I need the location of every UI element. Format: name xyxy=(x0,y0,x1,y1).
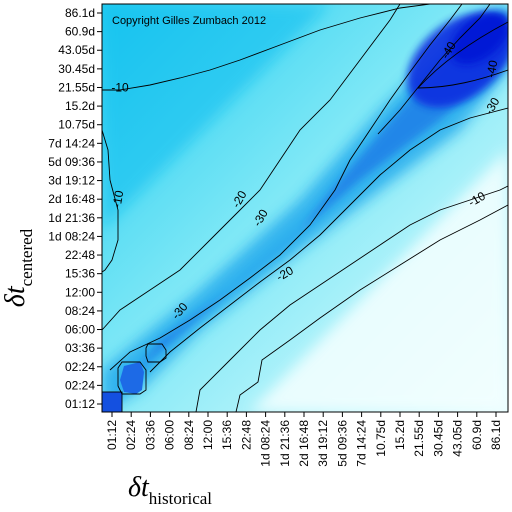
x-tick-label: 30.45d xyxy=(431,420,445,457)
y-tick-label: 43.05d xyxy=(58,43,95,57)
y-tick-label: 2d 16:48 xyxy=(48,192,95,206)
contour-line-10-upper xyxy=(102,4,431,91)
y-tick-label: 22:48 xyxy=(65,248,95,262)
y-tick-label: 03:36 xyxy=(65,341,95,355)
contour-label: -40 xyxy=(484,59,501,79)
y-axis-title-symbol: δt xyxy=(0,285,31,307)
x-tick-label: 3d 19:12 xyxy=(316,420,330,467)
heatmap-cell-dark-1 xyxy=(102,392,122,412)
plot-frame xyxy=(101,3,509,413)
contour-label-layer: -10-10 -20-30-20-30-40-40-30-10 xyxy=(110,39,503,322)
contour-line-10-left xyxy=(102,129,119,273)
contour-label-text: -10 xyxy=(110,189,127,209)
y-tick-label: 12:00 xyxy=(65,285,95,299)
x-tick-label: 7d 14:24 xyxy=(355,420,369,467)
x-tick-label: 43.05d xyxy=(451,420,465,457)
x-tick-label: 10.75d xyxy=(374,420,388,457)
x-axis-title-symbol: δt xyxy=(128,472,150,503)
copyright-text: Copyright Gilles Zumbach 2012 xyxy=(112,15,266,27)
origin-cell-3 xyxy=(145,343,167,363)
x-tick-label: 03:36 xyxy=(143,420,157,450)
y-tick-label: 06:00 xyxy=(65,323,95,337)
y-tick-label: 15.2d xyxy=(65,99,95,113)
contour-line-40-closed xyxy=(416,21,508,89)
y-tick-label: 10.75d xyxy=(58,118,95,132)
heatmap-upper-band xyxy=(102,4,330,230)
y-tick-label: 86.1d xyxy=(65,6,95,20)
y-tick-label: 60.9d xyxy=(65,25,95,39)
origin-cell-1 xyxy=(102,391,123,412)
contour-line-40 xyxy=(377,4,491,135)
heatmap-light-region xyxy=(250,150,508,412)
y-tick-label: 02:24 xyxy=(65,378,95,392)
y-tick-label: 21.55d xyxy=(58,80,95,94)
y-tick-label: 5d 09:36 xyxy=(48,155,95,169)
x-tick-label: 21.55d xyxy=(412,420,426,457)
heatmap-ridge-inner xyxy=(110,10,508,405)
contour-label-text: -40 xyxy=(484,59,501,79)
origin-cell-outlines xyxy=(102,343,167,412)
x-tick-label: 2d 16:48 xyxy=(297,420,311,467)
plot-area xyxy=(102,4,508,412)
y-tick-label: 3d 19:12 xyxy=(48,174,95,188)
contour-label: -10 xyxy=(110,189,127,209)
y-axis-title-subscript: centered xyxy=(17,228,36,286)
heatmap-cell-dark-2 xyxy=(120,362,144,394)
x-tick-label: 15.2d xyxy=(393,420,407,450)
y-tick-label: 30.45d xyxy=(58,62,95,76)
x-tick-label: 60.9d xyxy=(470,420,484,450)
y-tick-label: 1d 21:36 xyxy=(48,211,95,225)
x-axis: 01:12 02:24 03:36 06:00 08:24 12:00 15:36 22:48… xyxy=(105,412,503,467)
contour-line-20-upper xyxy=(102,4,401,331)
x-tick-label: 1d 21:36 xyxy=(278,420,292,467)
x-tick-label: 86.1d xyxy=(489,420,503,450)
x-axis-title-subscript: historical xyxy=(149,489,213,508)
x-tick-label: 08:24 xyxy=(182,420,196,450)
origin-cell-2 xyxy=(117,361,147,395)
y-axis-title: δtcentered xyxy=(0,228,36,307)
x-tick-label: 01:12 xyxy=(105,420,119,450)
y-tick-label: 01:12 xyxy=(65,397,95,411)
y-tick-label: 15:36 xyxy=(65,267,95,281)
y-tick-label: 1d 08:24 xyxy=(48,229,95,243)
contour-line-lower-right xyxy=(235,204,508,412)
contour-label: -10 xyxy=(111,80,129,94)
contour-line-30-inner xyxy=(149,107,508,373)
y-axis: 01:12 02:24 02:24 03:36 06:00 08:24 12:00 15:36… xyxy=(48,6,102,411)
x-tick-label: 06:00 xyxy=(163,420,177,450)
y-tick-label: 08:24 xyxy=(65,304,95,318)
x-tick-label: 22:48 xyxy=(239,420,253,450)
y-tick-label: 7d 14:24 xyxy=(48,136,95,150)
contour-line-20-lower xyxy=(195,185,508,412)
x-tick-label: 12:00 xyxy=(201,420,215,450)
y-tick-label: 02:24 xyxy=(65,360,95,374)
contour-line-30-outer xyxy=(109,4,463,371)
x-tick-label: 15:36 xyxy=(220,420,234,450)
contour-lines xyxy=(102,4,508,412)
x-axis-title: δthistorical xyxy=(128,472,212,508)
contour-label-text: -10 xyxy=(111,80,129,94)
x-tick-label: 02:24 xyxy=(124,420,138,450)
x-tick-label: 5d 09:36 xyxy=(335,420,349,467)
x-tick-label: 1d 08:24 xyxy=(259,420,273,467)
